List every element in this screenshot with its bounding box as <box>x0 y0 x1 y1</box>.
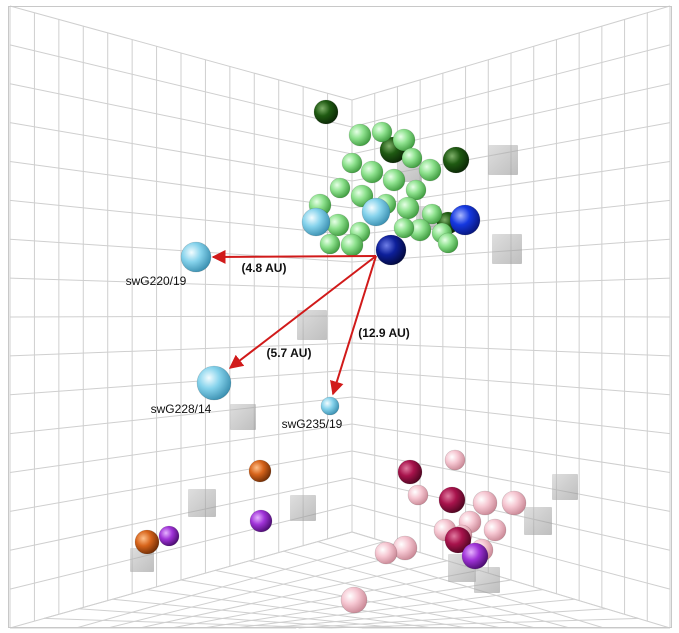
serum-cube <box>488 145 518 175</box>
strain-label: swG220/19 <box>126 274 187 288</box>
dark-green-sphere <box>442 146 470 174</box>
light-blue-sphere <box>361 197 391 227</box>
pink-sphere <box>444 449 466 471</box>
purple-sphere <box>249 509 273 533</box>
purple-sphere <box>158 525 180 547</box>
orange-sphere <box>248 459 272 483</box>
pink-sphere <box>483 518 507 542</box>
distance-label: (5.7 AU) <box>267 346 312 360</box>
serum-cube <box>230 404 256 430</box>
distance-arrow <box>330 255 377 396</box>
light-blue-sphere <box>196 365 232 401</box>
light-green-sphere <box>418 158 442 182</box>
light-green-sphere <box>319 233 341 255</box>
dark-green-sphere <box>313 99 339 125</box>
pink-sphere <box>374 541 398 565</box>
pink-sphere <box>472 490 498 516</box>
orange-sphere <box>134 529 160 555</box>
purple-sphere <box>461 542 489 570</box>
annotations: swG220/19 swG228/14 swG235/19 (4.8 AU) (5.7 … <box>126 261 410 431</box>
serum-cube <box>492 234 522 264</box>
serum-cube <box>552 474 578 500</box>
light-blue-sphere <box>301 207 331 237</box>
light-green-sphere <box>329 177 351 199</box>
light-green-sphere <box>360 160 384 184</box>
light-green-sphere <box>382 168 406 192</box>
navy-sphere <box>375 234 407 266</box>
light-green-sphere <box>421 203 443 225</box>
maroon-sphere <box>438 486 466 514</box>
distance-label: (4.8 AU) <box>242 261 287 275</box>
serum-cube <box>297 310 327 340</box>
light-green-sphere <box>401 147 423 169</box>
maroon-sphere <box>397 459 423 485</box>
light-blue-sphere <box>320 396 340 416</box>
sera-cubes <box>130 145 578 593</box>
serum-cube <box>524 507 552 535</box>
pink-sphere <box>340 586 368 614</box>
light-green-sphere <box>348 123 372 147</box>
strain-label: swG235/19 <box>282 417 343 431</box>
light-green-sphere <box>341 152 363 174</box>
serum-cube <box>130 548 154 572</box>
light-green-sphere <box>371 121 393 143</box>
serum-cube <box>290 495 316 521</box>
antigen-spheres <box>134 99 527 614</box>
light-green-sphere <box>393 217 415 239</box>
pink-sphere <box>501 490 527 516</box>
pink-sphere <box>407 484 429 506</box>
light-green-sphere <box>392 128 416 152</box>
distance-arrow <box>228 255 377 369</box>
viewer-frame <box>8 6 672 628</box>
distance-arrow <box>211 249 377 264</box>
blue-sphere <box>449 204 481 236</box>
distance-arrows <box>211 249 377 396</box>
light-green-sphere <box>437 232 459 254</box>
light-green-sphere <box>405 179 427 201</box>
light-blue-sphere <box>180 241 212 273</box>
strain-label: swG228/14 <box>151 402 212 416</box>
distance-label: (12.9 AU) <box>358 326 410 340</box>
serum-cube <box>474 567 500 593</box>
serum-cube <box>188 489 216 517</box>
maroon-sphere <box>444 526 472 554</box>
